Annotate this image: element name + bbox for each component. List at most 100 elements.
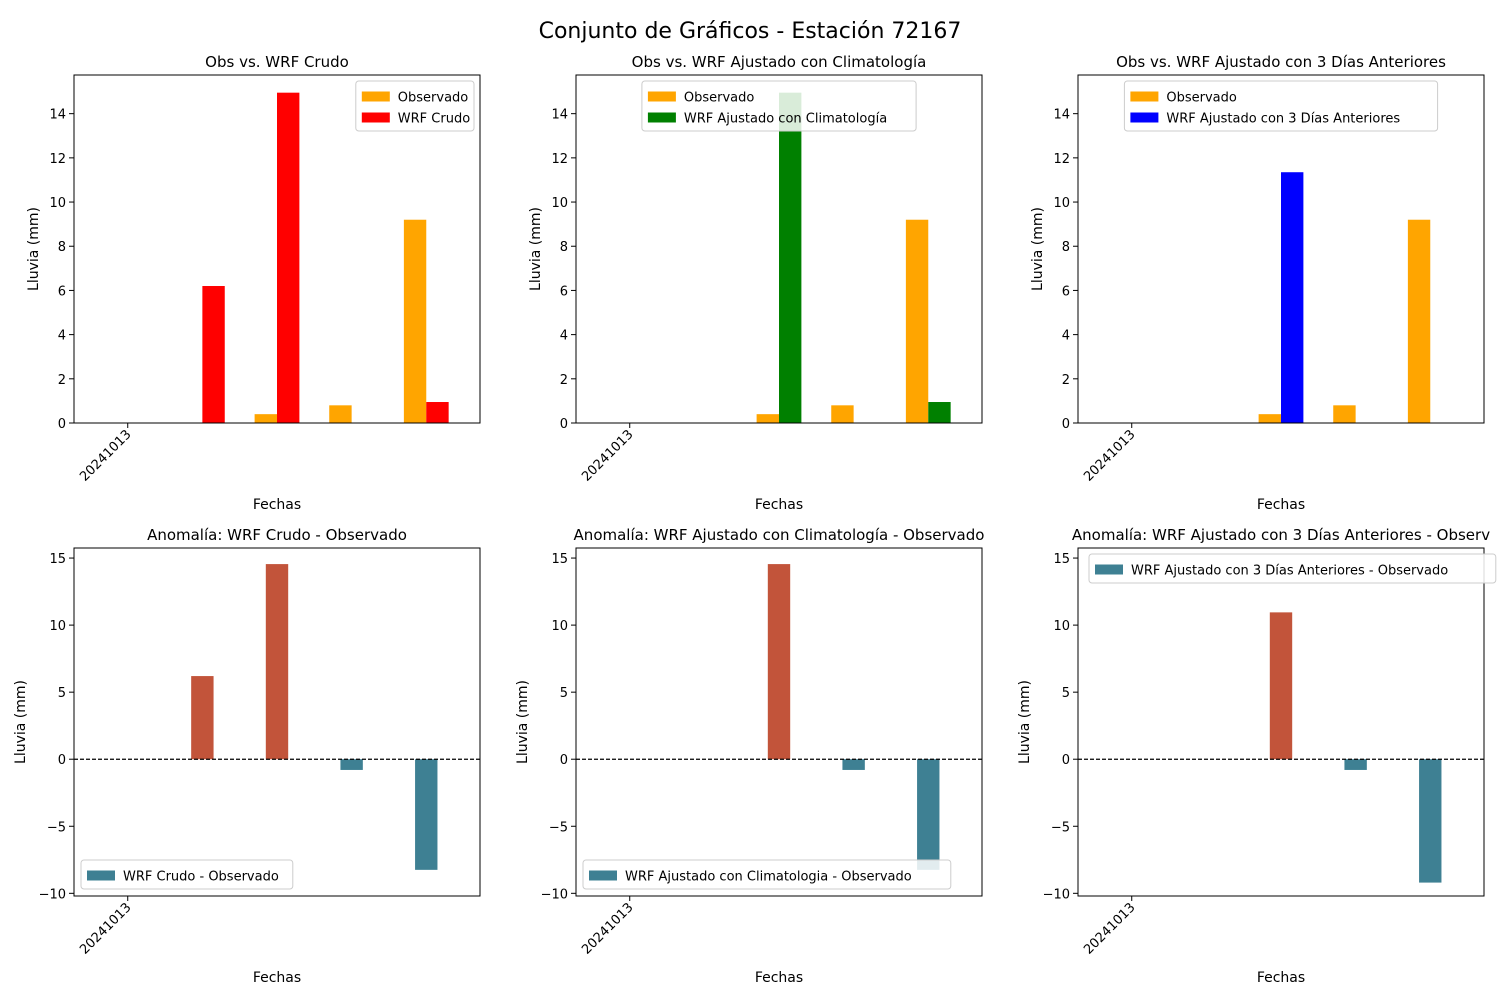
legend-label: WRF Crudo - Observado — [123, 870, 279, 885]
chart-panel-3: Obs vs. WRF Ajustado con 3 Días Anterior… — [1030, 53, 1485, 513]
legend: WRF Crudo - Observado — [80, 859, 294, 890]
figure-title: Conjunto de Gráficos - Estación 72167 — [539, 19, 962, 44]
axes-frame — [73, 74, 481, 424]
y-axis-label: Lluvia (mm) — [515, 680, 531, 764]
y-tick-label: 0 — [1062, 753, 1070, 768]
chart-panel-2: Obs vs. WRF Ajustado con Climatología 0 2 4… — [528, 53, 983, 513]
y-tick-label: −5 — [47, 820, 66, 835]
y-tick-label: 5 — [58, 686, 66, 701]
chart-title: Obs vs. WRF Crudo — [205, 53, 349, 71]
y-tick-label: 10 — [1053, 619, 1070, 634]
legend-swatch — [361, 112, 390, 123]
bar — [756, 414, 779, 423]
y-tick-label: 0 — [58, 753, 66, 768]
y-tick-label: 6 — [58, 284, 66, 299]
bar — [1258, 414, 1281, 423]
x-axis-label: Fechas — [253, 497, 301, 513]
bars — [191, 564, 438, 870]
legend: WRF Ajustado con Climatologia - Observad… — [582, 859, 952, 890]
y-tick-label: 4 — [560, 329, 568, 344]
bar — [1269, 612, 1293, 760]
bars — [767, 564, 940, 870]
axes-frame — [575, 74, 983, 424]
axes-frame — [1077, 547, 1485, 897]
legend-label: Observado — [684, 91, 755, 106]
bar — [1333, 405, 1356, 423]
legend-swatch — [87, 870, 115, 881]
bar — [842, 759, 865, 770]
y-tick-label: 0 — [560, 417, 568, 432]
y-tick-label: 12 — [49, 152, 66, 167]
legend-box — [80, 859, 294, 890]
y-tick-label: −5 — [1051, 820, 1070, 835]
y-tick-label: −10 — [39, 887, 66, 902]
legend: WRF Ajustado con 3 Días Anteriores - Obs… — [1088, 553, 1497, 584]
y-tick-label: 10 — [49, 196, 66, 211]
y-tick-label: 0 — [560, 753, 568, 768]
legend-swatch — [1095, 564, 1123, 575]
y-axis-label: Lluvia (mm) — [1017, 680, 1033, 764]
bars — [202, 92, 449, 423]
y-tick-label: 15 — [551, 552, 568, 567]
y-axis-label: Lluvia (mm) — [1030, 207, 1046, 291]
bar — [1407, 219, 1431, 423]
legend-label: WRF Ajustado con 3 Días Anteriores — [1166, 112, 1400, 127]
legend-swatch — [361, 91, 390, 102]
bar — [403, 219, 427, 423]
y-tick-label: 15 — [49, 552, 66, 567]
bar — [426, 402, 449, 423]
legend-swatch — [647, 91, 676, 102]
y-tick-label: 12 — [551, 152, 568, 167]
y-tick-label: 8 — [1062, 240, 1070, 255]
bar — [905, 219, 929, 423]
y-tick-label: 8 — [58, 240, 66, 255]
axes-frame — [73, 547, 481, 897]
chart-title: Anomalía: WRF Ajustado con Climatología … — [574, 526, 985, 544]
chart-title: Obs vs. WRF Ajustado con 3 Días Anterior… — [1116, 53, 1446, 71]
legend-box — [1088, 553, 1497, 584]
x-axis-label: Fechas — [1257, 970, 1305, 986]
y-tick-label: 0 — [58, 417, 66, 432]
y-tick-label: 15 — [1053, 552, 1070, 567]
bar — [415, 759, 438, 870]
bar — [928, 402, 951, 423]
y-axis-label: Lluvia (mm) — [26, 207, 42, 291]
bar — [191, 676, 214, 760]
axes-frame — [1077, 74, 1485, 424]
bar — [340, 759, 363, 770]
y-tick-label: 0 — [1062, 417, 1070, 432]
y-tick-label: 10 — [551, 196, 568, 211]
bars — [756, 92, 951, 423]
x-axis-label: Fechas — [755, 497, 803, 513]
legend-box — [1123, 80, 1439, 132]
y-tick-label: 5 — [560, 686, 568, 701]
bar — [329, 405, 352, 423]
y-tick-label: 14 — [1053, 108, 1070, 123]
legend-label: WRF Ajustado con Climatologia - Observad… — [625, 870, 912, 885]
x-axis-label: Fechas — [1257, 497, 1305, 513]
bar — [1344, 759, 1367, 770]
x-axis-label: Fechas — [755, 970, 803, 986]
y-tick-label: 10 — [49, 619, 66, 634]
y-tick-label: 10 — [551, 619, 568, 634]
bar — [779, 92, 802, 423]
chart-title: Anomalía: WRF Ajustado con 3 Días Anteri… — [1072, 526, 1490, 544]
bar — [254, 414, 277, 423]
legend: Observado WRF Crudo — [355, 80, 475, 132]
y-tick-label: 4 — [58, 329, 66, 344]
bar — [917, 759, 940, 870]
x-axis-label: Fechas — [253, 970, 301, 986]
legend-label: Observado — [1166, 91, 1237, 106]
chart-title: Obs vs. WRF Ajustado con Climatología — [632, 53, 927, 71]
bar — [202, 286, 225, 423]
y-tick-label: 12 — [1053, 152, 1070, 167]
y-axis-label: Lluvia (mm) — [13, 680, 29, 764]
bar — [277, 92, 300, 423]
y-tick-label: 2 — [560, 373, 568, 388]
chart-panels: Obs vs. WRF Crudo0246810121420241013Fech… — [13, 53, 1497, 986]
legend-box — [582, 859, 952, 890]
legend-box — [641, 80, 917, 132]
axes-frame — [575, 547, 983, 897]
legend-label: WRF Ajustado con Climatología — [684, 112, 887, 127]
